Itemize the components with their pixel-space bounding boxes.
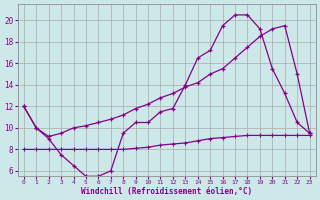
X-axis label: Windchill (Refroidissement éolien,°C): Windchill (Refroidissement éolien,°C) <box>81 187 252 196</box>
